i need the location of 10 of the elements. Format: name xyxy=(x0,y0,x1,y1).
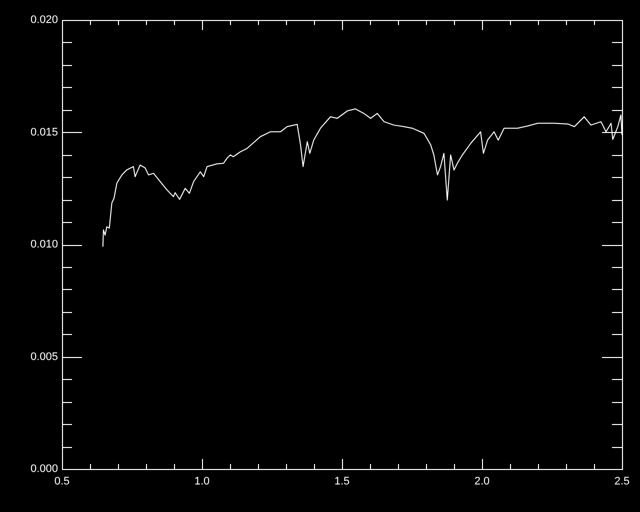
y-tick-label: 0.015 xyxy=(30,126,58,138)
x-tick-label: 2.0 xyxy=(474,476,490,488)
x-tick-label: 2.5 xyxy=(614,476,630,488)
y-tick-label: 0.005 xyxy=(30,350,58,363)
x-tick-label: 1.0 xyxy=(194,476,210,488)
y-tick-label: 0.010 xyxy=(30,238,58,251)
x-tick-label: 1.5 xyxy=(334,476,350,488)
y-tick-label: 0.020 xyxy=(30,14,58,26)
y-tick-label: 0.000 xyxy=(30,463,58,476)
x-tick-label: 0.5 xyxy=(54,476,70,488)
